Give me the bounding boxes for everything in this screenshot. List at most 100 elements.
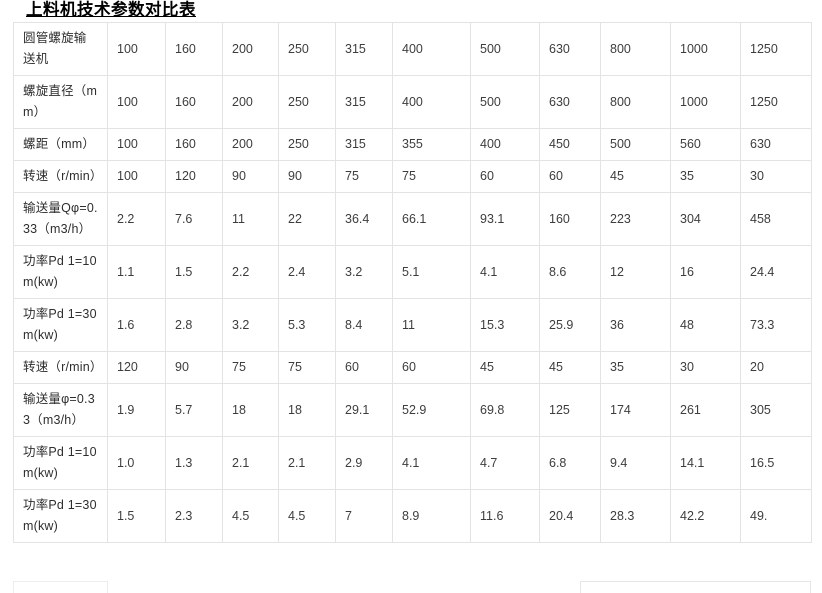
table-cell: 35 (670, 160, 741, 193)
table-cell: 3.2 (335, 245, 393, 299)
table-cell: 304 (670, 192, 741, 246)
table-cell: 60 (470, 160, 540, 193)
table-cell: 93.1 (470, 192, 540, 246)
table-cell: 120 (165, 160, 223, 193)
table-cell: 16.5 (740, 436, 812, 490)
table-cell: 75 (392, 160, 471, 193)
table-cell: 1000 (670, 75, 741, 129)
table-cell: 60 (335, 351, 393, 384)
table-cell: 1.5 (107, 489, 166, 543)
table-cell: 100 (107, 160, 166, 193)
table-cell: 305 (740, 383, 812, 437)
table-cell: 24.4 (740, 245, 812, 299)
table-row: 功率Pd 1=30m(kw) 1.5 2.3 4.5 4.5 7 8.9 11.6 20.4 28… (13, 489, 812, 543)
row-label: 功率Pd 1=30m(kw) (13, 489, 108, 543)
table-cell: 45 (600, 160, 671, 193)
table-cell: 100 (107, 128, 166, 161)
table-cell: 400 (392, 75, 471, 129)
table-row: 功率Pd 1=30m(kw) 1.6 2.8 3.2 5.3 8.4 11 15.3 25.9 3… (13, 298, 812, 352)
table-cell: 4.7 (470, 436, 540, 490)
table-cell: 12 (600, 245, 671, 299)
table-cell: 60 (392, 351, 471, 384)
table-cell: 11 (392, 298, 471, 352)
table-cell: 500 (470, 75, 540, 129)
table-row: 转速（r/min） 100 120 90 90 75 75 60 60 45 35 30 (13, 160, 812, 193)
table-cell: 45 (539, 351, 601, 384)
row-label: 圆管螺旋输送机 (13, 22, 108, 76)
table-cell: 30 (670, 351, 741, 384)
table-row: 圆管螺旋输送机 100 160 200 250 315 400 500 630 800 1000 12… (13, 22, 812, 76)
table-cell: 1000 (670, 22, 741, 76)
table-cell: 120 (107, 351, 166, 384)
table-cell: 160 (165, 75, 223, 129)
spec-table-container: 圆管螺旋输送机 100 160 200 250 315 400 500 630 800 1000 12… (13, 22, 812, 543)
table-cell: 250 (278, 22, 336, 76)
table-cell: 20 (740, 351, 812, 384)
table-cell: 200 (222, 128, 279, 161)
table-cell: 14.1 (670, 436, 741, 490)
table-cell: 60 (539, 160, 601, 193)
table-cell: 49. (740, 489, 812, 543)
table-cell: 4.5 (222, 489, 279, 543)
table-cell: 250 (278, 75, 336, 129)
table-row: 输送量φ=0.33（m3/h） 1.9 5.7 18 18 29.1 52.9 69.8 125… (13, 383, 812, 437)
table-cell: 28.3 (600, 489, 671, 543)
table-cell: 30 (740, 160, 812, 193)
table-cell: 2.4 (278, 245, 336, 299)
table-cell: 2.1 (278, 436, 336, 490)
table-cell: 1250 (740, 22, 812, 76)
table-cell: 1.5 (165, 245, 223, 299)
table-cell: 11.6 (470, 489, 540, 543)
table-cell: 2.3 (165, 489, 223, 543)
table-cell: 500 (470, 22, 540, 76)
table-cell: 3.2 (222, 298, 279, 352)
table-cell: 25.9 (539, 298, 601, 352)
table-cell: 35 (600, 351, 671, 384)
table-cell: 458 (740, 192, 812, 246)
table-cell: 450 (539, 128, 601, 161)
bottom-partial-box-left (13, 581, 108, 593)
table-cell: 4.1 (392, 436, 471, 490)
table-cell: 90 (278, 160, 336, 193)
table-cell: 630 (740, 128, 812, 161)
table-cell: 75 (335, 160, 393, 193)
table-cell: 160 (165, 22, 223, 76)
table-cell: 160 (539, 192, 601, 246)
table-cell: 7 (335, 489, 393, 543)
row-label: 转速（r/min） (13, 160, 108, 193)
table-cell: 75 (222, 351, 279, 384)
table-cell: 100 (107, 75, 166, 129)
table-cell: 160 (165, 128, 223, 161)
table-cell: 1250 (740, 75, 812, 129)
table-row: 功率Pd 1=10m(kw) 1.1 1.5 2.2 2.4 3.2 5.1 4.1 8.6 12… (13, 245, 812, 299)
table-cell: 500 (600, 128, 671, 161)
table-cell: 16 (670, 245, 741, 299)
table-cell: 2.1 (222, 436, 279, 490)
table-cell: 48 (670, 298, 741, 352)
table-cell: 15.3 (470, 298, 540, 352)
table-cell: 90 (165, 351, 223, 384)
table-cell: 75 (278, 351, 336, 384)
table-cell: 5.3 (278, 298, 336, 352)
table-cell: 73.3 (740, 298, 812, 352)
table-cell: 69.8 (470, 383, 540, 437)
table-row: 螺旋直径（mm） 100 160 200 250 315 400 500 630 800 1000 1… (13, 75, 812, 129)
table-cell: 6.8 (539, 436, 601, 490)
spec-table-body: 圆管螺旋输送机 100 160 200 250 315 400 500 630 800 1000 12… (13, 22, 812, 543)
table-cell: 2.8 (165, 298, 223, 352)
table-cell: 45 (470, 351, 540, 384)
table-cell: 630 (539, 22, 601, 76)
table-cell: 2.2 (107, 192, 166, 246)
table-cell: 18 (222, 383, 279, 437)
table-cell: 36 (600, 298, 671, 352)
page-title: 上料机技术参数对比表 (26, 0, 196, 19)
table-cell: 2.2 (222, 245, 279, 299)
row-label: 功率Pd 1=30m(kw) (13, 298, 108, 352)
table-row: 转速（r/min） 120 90 75 75 60 60 45 45 35 30 20 (13, 351, 812, 384)
table-cell: 315 (335, 128, 393, 161)
row-label: 功率Pd 1=10m(kw) (13, 245, 108, 299)
table-cell: 90 (222, 160, 279, 193)
table-cell: 1.3 (165, 436, 223, 490)
bottom-partial-box (580, 581, 811, 593)
table-cell: 200 (222, 75, 279, 129)
